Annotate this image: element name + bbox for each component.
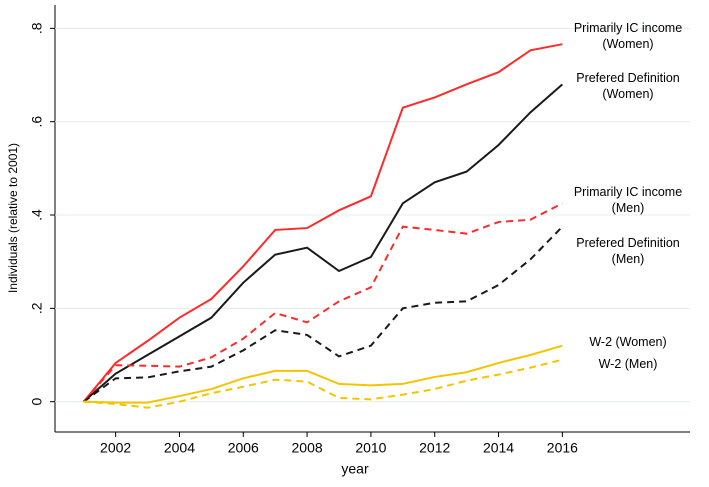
series-label: W-2 (Men) xyxy=(598,357,658,371)
y-tick-label: .2 xyxy=(29,302,45,314)
series-label: Prefered Definition (Men) xyxy=(576,236,680,266)
y-tick-label: .6 xyxy=(29,116,45,128)
x-tick-label: 2012 xyxy=(419,440,450,456)
x-tick-label: 2008 xyxy=(292,440,323,456)
y-tick-label: .8 xyxy=(29,22,45,34)
series-label: Prefered Definition (Women) xyxy=(576,71,680,101)
series-line xyxy=(83,83,564,403)
series-line xyxy=(83,344,563,404)
x-tick-label: 2002 xyxy=(100,440,131,456)
y-axis-label: Individuals (relative to 2001) xyxy=(6,143,20,293)
series-label: Primarily IC income (Men) xyxy=(573,185,683,215)
x-tick-label: 2014 xyxy=(483,440,514,456)
x-axis-label: year xyxy=(341,461,369,477)
series-label: Primarily IC income (Women) xyxy=(573,21,683,51)
x-tick-label: 2010 xyxy=(355,440,386,456)
x-tick-label: 2006 xyxy=(228,440,259,456)
series-line xyxy=(83,358,563,409)
x-tick-label: 2016 xyxy=(547,440,578,456)
y-tick-label: 0 xyxy=(29,398,45,406)
series-label: W-2 (Women) xyxy=(589,335,667,349)
x-tick-label: 2004 xyxy=(164,440,195,456)
series-line xyxy=(82,43,563,403)
series-line xyxy=(83,225,564,403)
y-tick-label: .4 xyxy=(29,209,45,221)
plot-area xyxy=(55,5,690,432)
series-line xyxy=(82,202,563,403)
